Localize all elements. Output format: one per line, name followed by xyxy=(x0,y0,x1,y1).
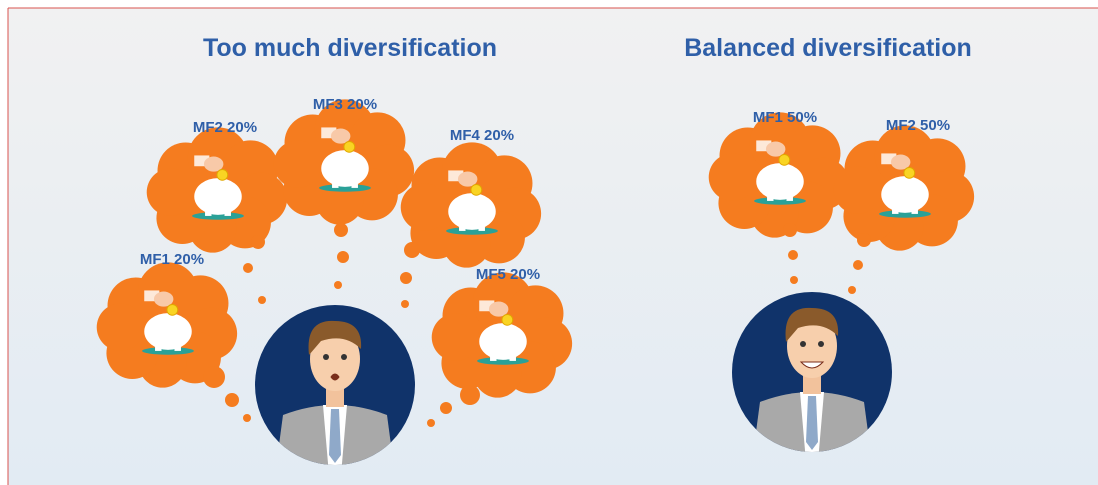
pig-leg xyxy=(332,179,338,188)
piggy-bank xyxy=(479,323,527,360)
thought-dot xyxy=(400,272,412,284)
pig-leg xyxy=(892,205,898,214)
pig-leg xyxy=(509,352,515,361)
thought-dot xyxy=(243,263,253,273)
thought-dot xyxy=(251,235,265,249)
bubble-label: MF4 20% xyxy=(450,127,514,144)
thought-dot xyxy=(790,276,798,284)
background xyxy=(8,8,1098,485)
neck xyxy=(326,389,344,407)
tie xyxy=(329,409,341,463)
thought-dot xyxy=(460,385,480,405)
infographic: Too much diversification Balanced divers… xyxy=(0,0,1098,485)
eye xyxy=(800,341,806,347)
thought-dot xyxy=(337,251,349,263)
thought-dot xyxy=(334,223,348,237)
thought-dot xyxy=(203,366,225,388)
thought-dot xyxy=(243,414,251,422)
coin xyxy=(904,167,915,178)
tie xyxy=(806,396,818,450)
piggy-bank xyxy=(756,163,804,200)
thought-dot xyxy=(427,419,435,427)
piggy-bank xyxy=(881,176,929,213)
bubble-label: MF1 20% xyxy=(140,251,204,268)
thought-dot xyxy=(788,250,798,260)
thought-dot xyxy=(853,260,863,270)
thought-dot xyxy=(401,300,409,308)
pig-leg xyxy=(478,222,484,231)
thought-dot xyxy=(334,281,342,289)
panel-title: Too much diversification xyxy=(203,34,497,62)
bubble-label: MF5 20% xyxy=(476,266,540,283)
pig-leg xyxy=(767,192,773,201)
pig-leg xyxy=(174,342,180,351)
pig-leg xyxy=(224,207,230,216)
cloud-lobe xyxy=(432,313,480,361)
coin xyxy=(502,314,513,325)
thought-dot xyxy=(440,402,452,414)
cloud-lobe xyxy=(274,140,322,188)
pig-leg xyxy=(205,207,211,216)
neck xyxy=(803,376,821,394)
piggy-bank xyxy=(144,313,192,350)
bubble-label: MF2 50% xyxy=(886,117,950,134)
pig-leg xyxy=(786,192,792,201)
piggy-bank xyxy=(448,193,496,230)
cloud-lobe xyxy=(147,168,195,216)
pig-leg xyxy=(459,222,465,231)
pig-leg xyxy=(911,205,917,214)
thought-dot xyxy=(225,393,239,407)
cloud-lobe xyxy=(709,153,757,201)
pig-leg xyxy=(155,342,161,351)
eye xyxy=(818,341,824,347)
panel-title: Balanced diversification xyxy=(684,34,972,62)
coin xyxy=(779,154,790,165)
thought-dot xyxy=(783,223,797,237)
cloud-lobe xyxy=(97,303,145,351)
coin xyxy=(471,184,482,195)
cloud-lobe xyxy=(401,183,449,231)
thought-dot xyxy=(857,233,871,247)
bubble-label: MF3 20% xyxy=(313,96,377,113)
bubble-label: MF1 50% xyxy=(753,109,817,126)
cloud-lobe xyxy=(834,166,882,214)
bubble-label: MF2 20% xyxy=(193,119,257,136)
coin xyxy=(344,141,355,152)
pig-leg xyxy=(490,352,496,361)
thought-dot xyxy=(848,286,856,294)
thought-dot xyxy=(258,296,266,304)
thought-dot xyxy=(404,242,420,258)
coin xyxy=(217,169,228,180)
mouth xyxy=(331,374,339,380)
piggy-bank xyxy=(194,178,242,215)
piggy-bank xyxy=(321,150,369,187)
eye xyxy=(323,354,329,360)
pig-leg xyxy=(351,179,357,188)
coin xyxy=(167,304,178,315)
eye xyxy=(341,354,347,360)
